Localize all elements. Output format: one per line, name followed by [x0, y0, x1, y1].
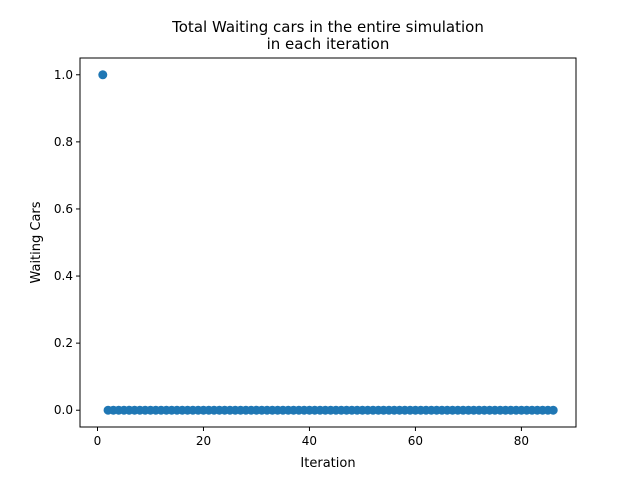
x-tick-label: 0: [94, 434, 102, 448]
chart-title-line2: in each iteration: [267, 35, 390, 53]
y-axis: 0.0 0.2 0.4 0.6 0.8 1.0: [54, 68, 80, 417]
y-tick-label: 0.8: [54, 135, 73, 149]
y-tick-label: 0.0: [54, 403, 73, 417]
y-tick-label: 0.6: [54, 202, 73, 216]
plot-area-frame: [79, 57, 577, 428]
data-points: [98, 70, 558, 415]
y-tick-label: 0.4: [54, 269, 73, 283]
data-point: [98, 70, 108, 80]
x-axis: 0 20 40 60 80: [94, 427, 529, 448]
data-point: [548, 405, 558, 415]
chart-title-line1: Total Waiting cars in the entire simulat…: [171, 18, 484, 36]
y-tick-label: 1.0: [54, 68, 73, 82]
y-axis-label: Waiting Cars: [29, 201, 44, 283]
x-tick-label: 60: [408, 434, 423, 448]
y-tick-label: 0.2: [54, 336, 73, 350]
x-axis-label: Iteration: [300, 456, 355, 471]
x-tick-label: 20: [196, 434, 211, 448]
x-tick-label: 40: [302, 434, 317, 448]
x-tick-label: 80: [514, 434, 529, 448]
